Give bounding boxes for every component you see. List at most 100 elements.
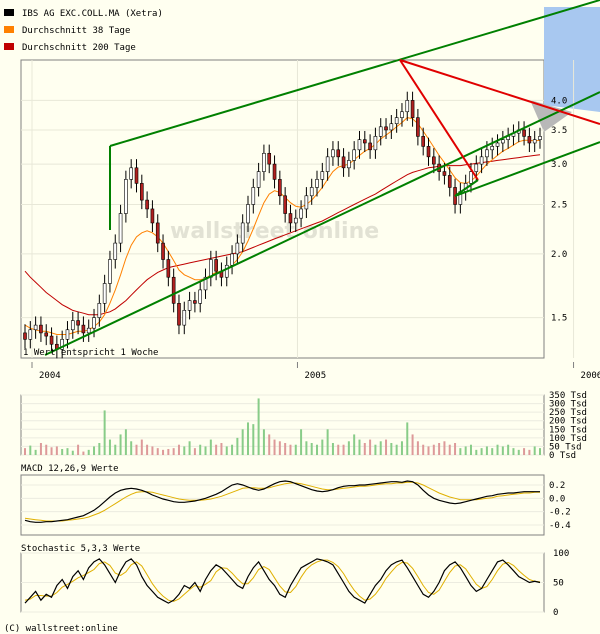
volume-bar (501, 446, 504, 455)
volume-bar (395, 444, 398, 455)
stoch-lines (24, 558, 541, 604)
volume-bar (236, 437, 239, 455)
candle-body (44, 332, 49, 337)
volume-bar (204, 446, 207, 455)
candle-body (118, 213, 123, 244)
volume-bar (294, 444, 297, 455)
candle-body (224, 264, 229, 278)
stoch-grid (21, 552, 544, 613)
candle-body (479, 156, 484, 165)
volume-bar (119, 434, 122, 455)
candle-body (76, 320, 80, 326)
volume-bar (485, 446, 488, 455)
candle-body (522, 129, 526, 137)
candle-body (304, 195, 309, 210)
candle-body (60, 339, 64, 350)
candle-body (527, 136, 532, 144)
candle-body (230, 253, 234, 266)
volume-bar (273, 439, 276, 455)
volume-bar (416, 441, 419, 455)
candle-body (432, 156, 436, 165)
legend-label-ma200: Durchschnitt 200 Tage (22, 43, 136, 53)
trendlines (44, 0, 600, 356)
x-tick-label: 2006 (581, 371, 600, 381)
volume-bar (34, 449, 37, 455)
candle-body (495, 142, 500, 147)
volume-bar (225, 446, 228, 455)
candle-body (150, 208, 155, 224)
candle-body (389, 123, 394, 131)
volume-bar (50, 447, 53, 455)
volume-bar (454, 443, 457, 455)
volume-bar (284, 443, 287, 455)
volume-bar (108, 439, 111, 455)
candle-body (155, 222, 160, 244)
volume-bar (140, 439, 143, 455)
candle-body (442, 171, 447, 176)
volume-bar (61, 449, 64, 455)
candle-body (538, 136, 542, 140)
volume-bar (24, 448, 26, 455)
volume-bar (326, 429, 329, 455)
volume-bar (422, 444, 425, 455)
volume-bar (278, 441, 281, 455)
volume-bar (156, 448, 159, 455)
volume-bar (321, 439, 324, 455)
volume-bar (369, 439, 372, 455)
candle-body (421, 136, 425, 147)
candle-body (501, 139, 505, 144)
volume-tick-label: 200 Tsd (549, 417, 587, 427)
candle-body (362, 139, 367, 144)
candle-body (214, 259, 218, 272)
legend: IBS AG EXC.COLL.MA (Xetra) Durchschnitt … (4, 9, 163, 53)
macd-panel: MACD 12,26,9 Werte -0.4 -0.2 0.0 0.2 (20, 464, 571, 536)
candle-body (198, 289, 203, 304)
ma38-line (24, 117, 541, 335)
candle-body (256, 171, 261, 188)
stoch-y-axis: 0 50 100 (553, 549, 569, 618)
volume-panel-frame (20, 394, 545, 456)
candle-body (235, 242, 240, 255)
candle-body (102, 283, 107, 304)
volume-tick-label: 250 Tsd (549, 408, 587, 418)
candle-body (140, 183, 144, 201)
volume-bar (400, 441, 403, 455)
price-panel-frame (20, 59, 545, 359)
price-y-axis: 1.5 2.0 2.5 3.0 3.5 4.0 (551, 96, 567, 323)
candle-body (485, 149, 489, 158)
blue-highlight-area (544, 7, 600, 112)
candle-body (405, 100, 410, 113)
volume-bar (347, 441, 350, 455)
candle-body (251, 187, 256, 205)
macd-title: MACD 12,26,9 Werte (21, 464, 119, 474)
candle-body (166, 259, 171, 278)
candle-body (262, 152, 266, 172)
volume-tick-label: 0 Tsd (549, 451, 576, 461)
candle-body (532, 139, 537, 144)
volume-bar (528, 449, 531, 455)
candle-body (246, 204, 250, 224)
stoch-d-line (24, 559, 541, 602)
volume-bar (257, 398, 260, 455)
volume-bar (77, 444, 80, 455)
candle-body (33, 324, 38, 331)
volume-bars (24, 398, 541, 455)
candle-body (426, 146, 431, 158)
volume-bar (507, 444, 510, 455)
volume-tick-label: 350 Tsd (549, 391, 587, 401)
macd-tick-label: 0.0 (549, 494, 565, 504)
candle-body (70, 320, 75, 331)
candle-body (129, 167, 133, 180)
candle-body (384, 126, 388, 131)
volume-bar (172, 448, 175, 455)
volume-bar (98, 443, 101, 455)
candle-body (357, 139, 362, 151)
candle-body (309, 187, 314, 197)
stoch-tick-label: 50 (553, 579, 564, 589)
volume-bar (93, 446, 96, 455)
price-tick-label: 3.5 (551, 126, 567, 136)
candle-body (161, 242, 165, 260)
